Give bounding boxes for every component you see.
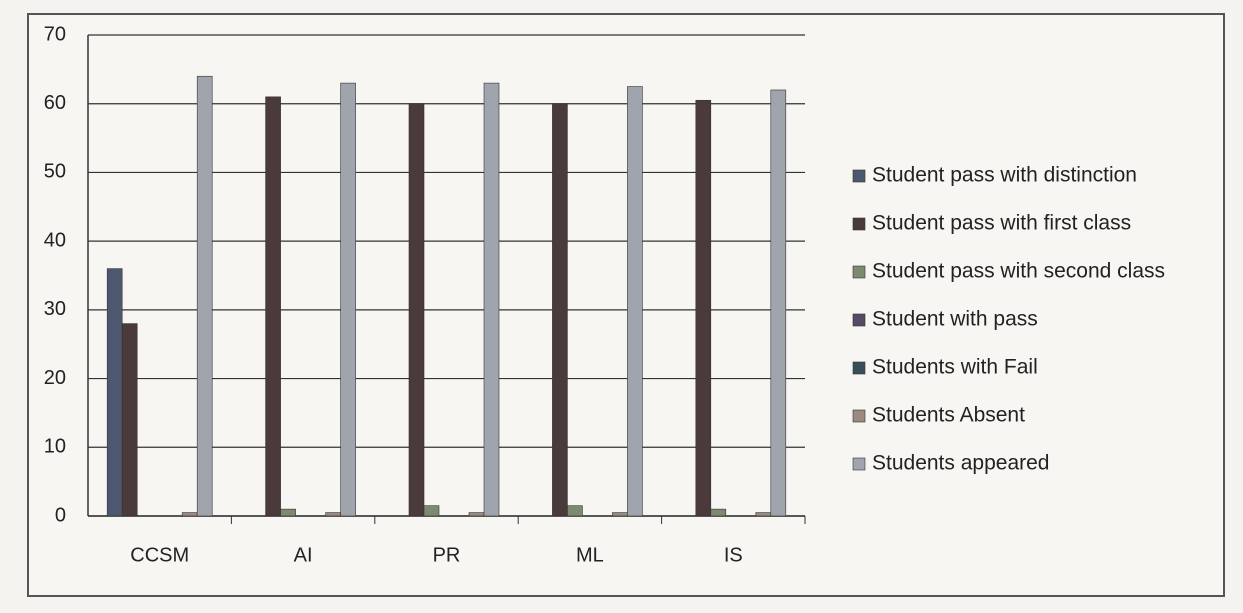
bar: [408, 103, 425, 517]
y-tick-label: 40: [44, 229, 66, 251]
bar: [121, 323, 138, 517]
bar: [567, 505, 583, 517]
legend-label: Students Absent: [872, 404, 1025, 427]
legend-swatch: [852, 361, 866, 375]
x-tick-label: ML: [576, 544, 604, 566]
x-tick-label: CCSM: [130, 544, 189, 566]
y-tick-label: 70: [44, 23, 66, 45]
bar: [423, 505, 440, 517]
bar: [695, 99, 712, 517]
bar: [770, 89, 787, 517]
x-tick-label: AI: [294, 544, 313, 566]
legend-swatch: [852, 265, 866, 279]
bar: [627, 86, 643, 517]
bar: [106, 268, 123, 517]
bar: [468, 512, 485, 517]
bar: [552, 103, 568, 517]
legend-label: Student pass with first class: [872, 212, 1131, 235]
legend-label: Students appeared: [872, 452, 1049, 475]
bar: [196, 75, 213, 517]
bar: [181, 512, 198, 517]
bar: [280, 508, 296, 517]
legend-swatch: [852, 409, 866, 423]
y-tick-label: 10: [44, 436, 66, 458]
legend-swatch: [852, 169, 866, 183]
legend-label: Students with Fail: [872, 356, 1038, 379]
y-tick-label: 20: [44, 367, 66, 389]
x-tick-label: IS: [724, 544, 743, 566]
y-tick-label: 30: [44, 298, 66, 320]
bar: [325, 512, 341, 517]
bar: [483, 82, 500, 517]
legend-label: Student pass with distinction: [872, 164, 1137, 187]
bar: [710, 508, 727, 517]
bar: [755, 512, 772, 517]
y-tick-label: 0: [55, 504, 66, 526]
legend-swatch: [852, 457, 866, 471]
chart-frame: [27, 13, 1225, 597]
y-tick-label: 60: [44, 92, 66, 114]
bar: [340, 82, 356, 517]
legend-label: Student pass with second class: [872, 260, 1165, 283]
bar: [265, 96, 281, 517]
bar: [612, 512, 628, 517]
legend-swatch: [852, 313, 866, 327]
x-tick-label: PR: [433, 544, 461, 566]
y-tick-label: 50: [44, 161, 66, 183]
legend-swatch: [852, 217, 866, 231]
legend-label: Student with pass: [872, 308, 1038, 331]
